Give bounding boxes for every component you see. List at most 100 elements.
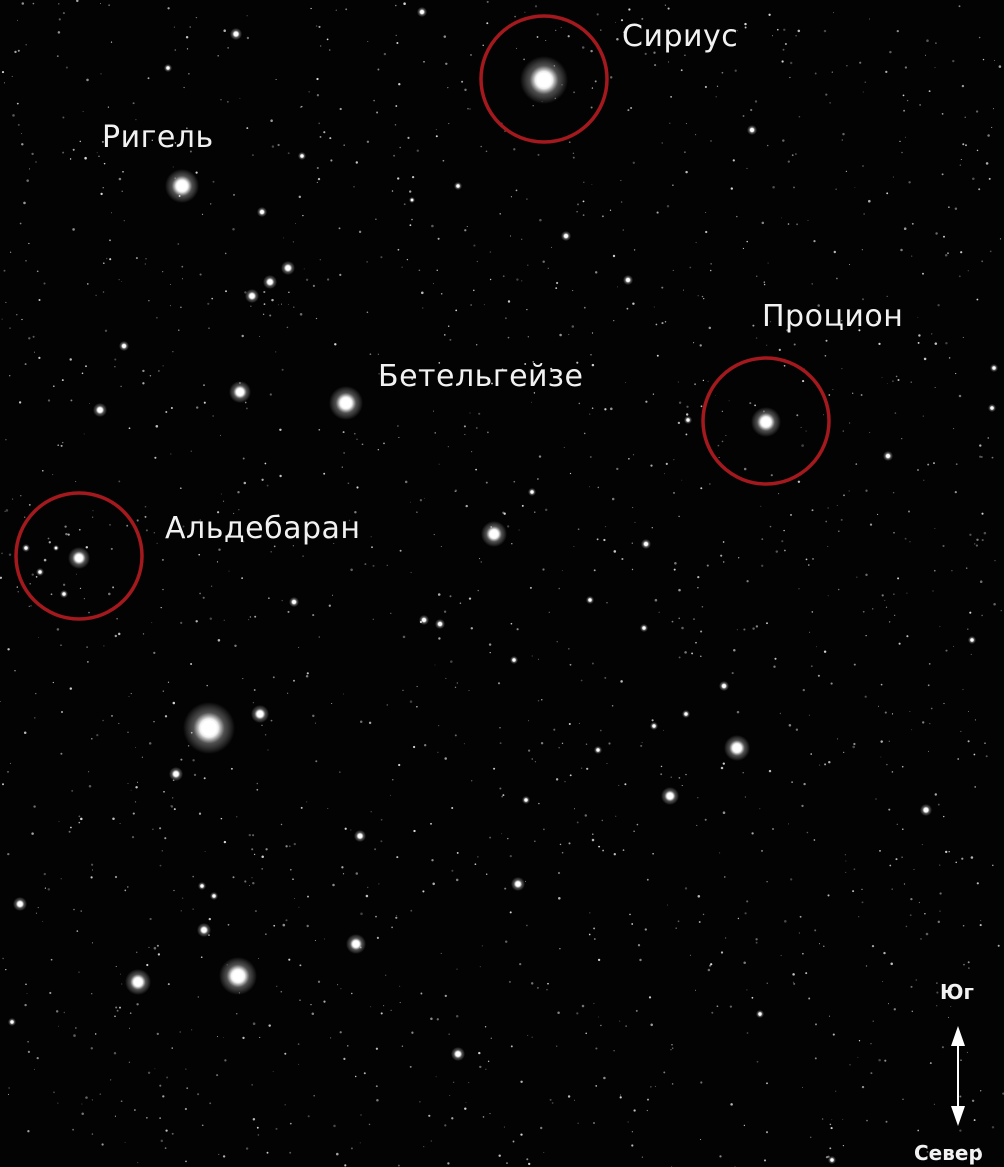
faint-star xyxy=(524,12,525,13)
star-label: Сириус xyxy=(622,19,738,54)
faint-star xyxy=(9,327,11,329)
faint-star xyxy=(317,182,318,183)
faint-star xyxy=(487,432,489,434)
faint-star xyxy=(943,816,944,817)
faint-star xyxy=(92,1133,93,1134)
faint-star xyxy=(984,742,986,744)
faint-star xyxy=(552,1102,554,1104)
faint-star xyxy=(547,983,549,985)
faint-star xyxy=(75,1027,76,1028)
faint-star xyxy=(602,215,604,217)
faint-star xyxy=(564,781,565,782)
faint-star xyxy=(356,872,359,875)
faint-star xyxy=(908,181,910,183)
faint-star xyxy=(695,990,696,991)
faint-star xyxy=(279,475,281,477)
faint-star xyxy=(480,966,481,967)
faint-star xyxy=(62,379,64,381)
faint-star xyxy=(559,747,560,748)
faint-star xyxy=(402,690,403,691)
faint-star xyxy=(468,1082,469,1083)
faint-star xyxy=(247,37,249,39)
faint-star xyxy=(33,336,35,338)
faint-star xyxy=(904,227,907,230)
faint-star xyxy=(745,27,747,29)
faint-star xyxy=(397,425,399,427)
faint-star xyxy=(520,1133,522,1135)
faint-star xyxy=(761,538,763,540)
faint-star xyxy=(701,405,703,407)
faint-star xyxy=(447,87,448,88)
faint-star xyxy=(69,831,71,833)
faint-star xyxy=(170,805,171,806)
faint-star xyxy=(661,766,663,768)
faint-star xyxy=(395,105,397,107)
faint-star xyxy=(48,538,50,540)
faint-star xyxy=(376,1099,379,1102)
faint-star xyxy=(959,1129,961,1131)
faint-star xyxy=(294,898,295,899)
faint-star xyxy=(849,490,850,491)
faint-star xyxy=(929,90,931,92)
faint-star xyxy=(168,983,170,985)
faint-star xyxy=(327,278,329,280)
faint-star xyxy=(400,1002,401,1003)
faint-star xyxy=(298,1064,299,1065)
faint-star xyxy=(42,921,43,922)
faint-star xyxy=(532,758,533,759)
faint-star xyxy=(610,76,612,78)
faint-star xyxy=(672,1047,673,1048)
star-core xyxy=(971,639,973,641)
faint-star xyxy=(170,284,171,285)
faint-star xyxy=(801,805,803,807)
faint-star xyxy=(903,95,905,97)
faint-star xyxy=(667,205,669,207)
faint-star xyxy=(300,313,303,316)
faint-star xyxy=(892,380,894,382)
faint-star xyxy=(259,1037,260,1038)
faint-star xyxy=(380,256,382,258)
faint-star xyxy=(514,16,516,18)
faint-star xyxy=(158,370,159,371)
faint-star xyxy=(931,708,933,710)
faint-star xyxy=(25,984,27,986)
faint-star xyxy=(902,1099,903,1100)
faint-star xyxy=(307,672,309,674)
faint-star xyxy=(25,363,27,365)
faint-star xyxy=(290,1123,292,1125)
faint-star xyxy=(456,879,459,882)
faint-star xyxy=(538,803,539,804)
faint-star xyxy=(917,469,919,471)
faint-star xyxy=(92,517,93,518)
faint-star xyxy=(595,271,597,273)
faint-star xyxy=(308,1115,310,1117)
faint-star xyxy=(476,344,477,345)
faint-star xyxy=(152,828,154,830)
faint-star xyxy=(639,959,641,961)
faint-star xyxy=(220,435,221,436)
faint-star xyxy=(161,1140,163,1142)
faint-star xyxy=(119,1007,121,1009)
faint-star xyxy=(886,192,888,194)
faint-star xyxy=(29,504,31,506)
faint-star xyxy=(908,510,910,512)
faint-star xyxy=(318,981,320,983)
faint-star xyxy=(802,1087,803,1088)
faint-star xyxy=(887,383,888,384)
faint-star xyxy=(81,910,82,911)
faint-star xyxy=(519,963,521,965)
faint-star xyxy=(57,55,59,57)
faint-star xyxy=(345,828,347,830)
faint-star xyxy=(490,652,491,653)
faint-star xyxy=(632,507,633,508)
faint-star xyxy=(281,304,282,305)
faint-star xyxy=(899,141,900,142)
faint-star xyxy=(174,27,175,28)
faint-star xyxy=(232,228,235,231)
faint-star xyxy=(478,590,479,591)
faint-star xyxy=(620,180,621,181)
faint-star xyxy=(299,964,301,966)
faint-star xyxy=(963,337,964,338)
faint-star xyxy=(83,111,84,112)
faint-star xyxy=(845,860,846,861)
